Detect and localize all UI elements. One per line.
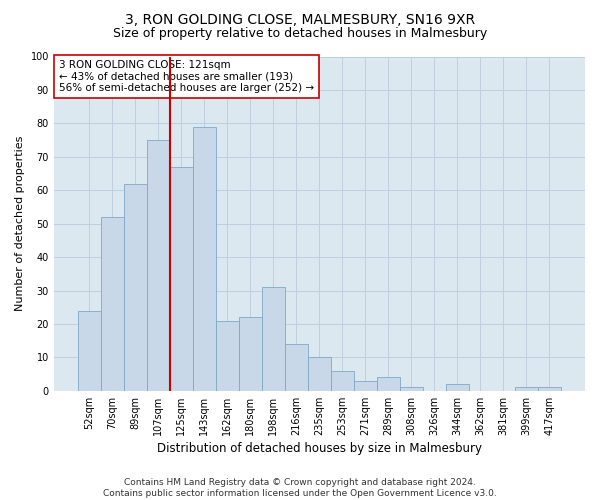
- Bar: [446, 384, 469, 391]
- Bar: [377, 378, 400, 391]
- Bar: [170, 167, 193, 391]
- Bar: [400, 388, 423, 391]
- Bar: [147, 140, 170, 391]
- Text: 3, RON GOLDING CLOSE, MALMESBURY, SN16 9XR: 3, RON GOLDING CLOSE, MALMESBURY, SN16 9…: [125, 12, 475, 26]
- Bar: [239, 318, 262, 391]
- Bar: [308, 358, 331, 391]
- Bar: [331, 371, 354, 391]
- Bar: [193, 126, 216, 391]
- Bar: [216, 320, 239, 391]
- Bar: [262, 287, 285, 391]
- Text: 3 RON GOLDING CLOSE: 121sqm
← 43% of detached houses are smaller (193)
56% of se: 3 RON GOLDING CLOSE: 121sqm ← 43% of det…: [59, 60, 314, 93]
- Bar: [538, 388, 561, 391]
- Text: Size of property relative to detached houses in Malmesbury: Size of property relative to detached ho…: [113, 28, 487, 40]
- Bar: [78, 310, 101, 391]
- Bar: [515, 388, 538, 391]
- Bar: [354, 381, 377, 391]
- X-axis label: Distribution of detached houses by size in Malmesbury: Distribution of detached houses by size …: [157, 442, 482, 455]
- Bar: [285, 344, 308, 391]
- Bar: [124, 184, 147, 391]
- Y-axis label: Number of detached properties: Number of detached properties: [15, 136, 25, 312]
- Bar: [101, 217, 124, 391]
- Text: Contains HM Land Registry data © Crown copyright and database right 2024.
Contai: Contains HM Land Registry data © Crown c…: [103, 478, 497, 498]
